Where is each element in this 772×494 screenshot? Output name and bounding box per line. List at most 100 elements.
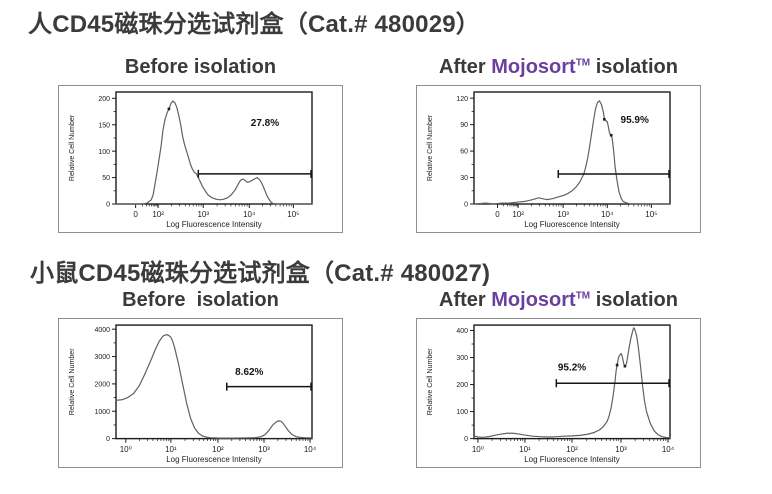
subtitle-text: Before isolation [124, 56, 277, 78]
flow-histogram-human-before: 0 50 100 150 200 0 10² 10³ 10⁴ 10⁵ Relative Cell N… [69, 91, 313, 229]
x-tick-label: 10³ [557, 210, 569, 219]
x-tick-label: 10³ [197, 210, 209, 219]
histogram-curve [473, 100, 671, 205]
gate-percentage-label: 95.9% [621, 115, 649, 126]
y-axis: 0 1000 2000 3000 4000 [94, 327, 116, 443]
subtitle-text: Before isolation [122, 289, 279, 311]
flow-histogram-mouse-before: 0 1000 2000 3000 4000 10⁰ 10¹ 10² 10³ 10⁴ Relative… [69, 324, 317, 464]
gate: 27.8% [197, 118, 312, 178]
panel-subtitle-mouse-before: Before isolation [58, 289, 343, 312]
y-tick-label: 400 [456, 328, 468, 335]
y-axis-title: Relative Cell Number [427, 348, 434, 416]
x-tick-label: 10⁵ [645, 210, 657, 219]
x-axis-title: Log Fluorescence Intensity [524, 455, 620, 464]
x-tick-label: 10³ [615, 445, 627, 454]
y-tick-label: 90 [460, 122, 468, 129]
y-tick-label: 100 [98, 149, 110, 156]
curve-marker [167, 107, 171, 111]
plot-frame [473, 91, 671, 205]
x-tick-label: 0 [133, 210, 138, 219]
plot-frame [115, 324, 313, 440]
y-axis-title: Relative Cell Number [69, 348, 76, 416]
gate: 95.2% [555, 362, 670, 388]
y-tick-label: 200 [456, 382, 468, 389]
x-axis: 10⁰ 10¹ 10² 10³ 10⁴ [472, 438, 675, 454]
gate-percentage-label: 95.2% [558, 362, 586, 373]
y-tick-label: 150 [98, 122, 110, 129]
section-title-mouse-cd45: 小鼠CD45磁珠分选试剂盒（Cat.# 480027) [30, 260, 491, 287]
gate: 95.9% [557, 115, 670, 179]
y-axis-title: Relative Cell Number [69, 114, 76, 181]
curve-marker [623, 364, 627, 368]
section-title-human-cd45: 人CD45磁珠分选试剂盒（Cat.# 480029） [28, 11, 480, 38]
y-tick-label: 200 [98, 96, 110, 103]
y-tick-label: 0 [106, 436, 110, 443]
x-axis-title: Log Fluorescence Intensity [166, 220, 262, 229]
mojosort-brand: Mojosort [491, 289, 576, 311]
y-tick-label: 0 [464, 202, 468, 209]
x-tick-label: 10⁵ [287, 210, 299, 219]
tm-superscript: TM [575, 57, 591, 69]
mojosort-brand: Mojosort [491, 56, 576, 78]
histogram-curve [473, 327, 671, 439]
y-axis: 0 100 200 300 400 [456, 328, 474, 443]
x-tick-label: 10² [566, 445, 578, 454]
y-tick-label: 100 [456, 409, 468, 416]
subtitle-text: isolation [590, 289, 678, 311]
chart-panel-human-after: 0 30 60 90 120 0 10² 10³ 10⁴ 10⁵ Relative Cell Num… [416, 85, 701, 233]
x-tick-label: 10³ [258, 445, 270, 454]
y-tick-label: 3000 [94, 354, 110, 361]
tm-superscript: TM [575, 290, 591, 302]
x-tick-label: 10⁰ [472, 445, 484, 454]
y-tick-label: 50 [102, 175, 110, 182]
chart-panel-mouse-after: 0 100 200 300 400 10⁰ 10¹ 10² 10³ 10⁴ Relative Cel… [416, 318, 701, 468]
subtitle-text: isolation [590, 56, 678, 78]
chart-panel-human-before: 0 50 100 150 200 0 10² 10³ 10⁴ 10⁵ Relative Cell N… [58, 85, 343, 233]
plot-frame [473, 324, 671, 440]
y-axis-title: Relative Cell Number [427, 114, 434, 181]
x-axis: 10⁰ 10¹ 10² 10³ 10⁴ [120, 438, 317, 454]
x-axis: 0 10² 10³ 10⁴ 10⁵ [495, 204, 657, 219]
flow-histogram-human-after: 0 30 60 90 120 0 10² 10³ 10⁴ 10⁵ Relative Cell Num… [427, 91, 671, 229]
chart-panel-mouse-before: 0 1000 2000 3000 4000 10⁰ 10¹ 10² 10³ 10⁴ Relative… [58, 318, 343, 468]
x-tick-label: 10² [152, 210, 164, 219]
curve-marker [603, 118, 606, 121]
y-tick-label: 0 [106, 202, 110, 209]
x-tick-label: 0 [495, 210, 500, 219]
gate-percentage-label: 8.62% [235, 367, 263, 378]
x-axis: 0 10² 10³ 10⁴ 10⁵ [133, 204, 299, 219]
x-tick-label: 10⁴ [304, 445, 317, 454]
y-axis: 0 30 60 90 120 [456, 96, 474, 209]
curve-marker [609, 133, 613, 137]
y-tick-label: 0 [464, 436, 468, 443]
panel-subtitle-human-after: After MojosortTM isolation [416, 56, 701, 79]
gate-percentage-label: 27.8% [251, 118, 279, 129]
y-axis: 0 50 100 150 200 [98, 96, 116, 209]
flow-histogram-mouse-after: 0 100 200 300 400 10⁰ 10¹ 10² 10³ 10⁴ Relative Cel… [427, 324, 675, 464]
x-tick-label: 10¹ [519, 445, 531, 454]
y-tick-label: 120 [456, 96, 468, 103]
x-tick-label: 10² [512, 210, 524, 219]
x-tick-label: 10⁰ [120, 445, 132, 454]
y-tick-label: 60 [460, 149, 468, 156]
histogram-curve [115, 334, 313, 439]
curve-marker [615, 363, 619, 367]
gate: 8.62% [225, 367, 312, 391]
y-tick-label: 300 [456, 355, 468, 362]
subtitle-text: After [439, 56, 492, 78]
panel-subtitle-mouse-after: After MojosortTM isolation [416, 289, 701, 312]
x-tick-label: 10² [212, 445, 224, 454]
histogram-curve [115, 100, 313, 205]
x-tick-label: 10⁴ [243, 210, 256, 219]
y-tick-label: 1000 [94, 409, 110, 416]
x-tick-label: 10⁴ [601, 210, 614, 219]
plot-frame [115, 91, 313, 205]
y-tick-label: 2000 [94, 382, 110, 389]
y-tick-label: 30 [460, 175, 468, 182]
x-tick-label: 10⁴ [662, 445, 675, 454]
subtitle-text: After [439, 289, 492, 311]
panel-subtitle-human-before: Before isolation [58, 56, 343, 79]
x-axis-title: Log Fluorescence Intensity [166, 455, 262, 464]
x-tick-label: 10¹ [165, 445, 177, 454]
